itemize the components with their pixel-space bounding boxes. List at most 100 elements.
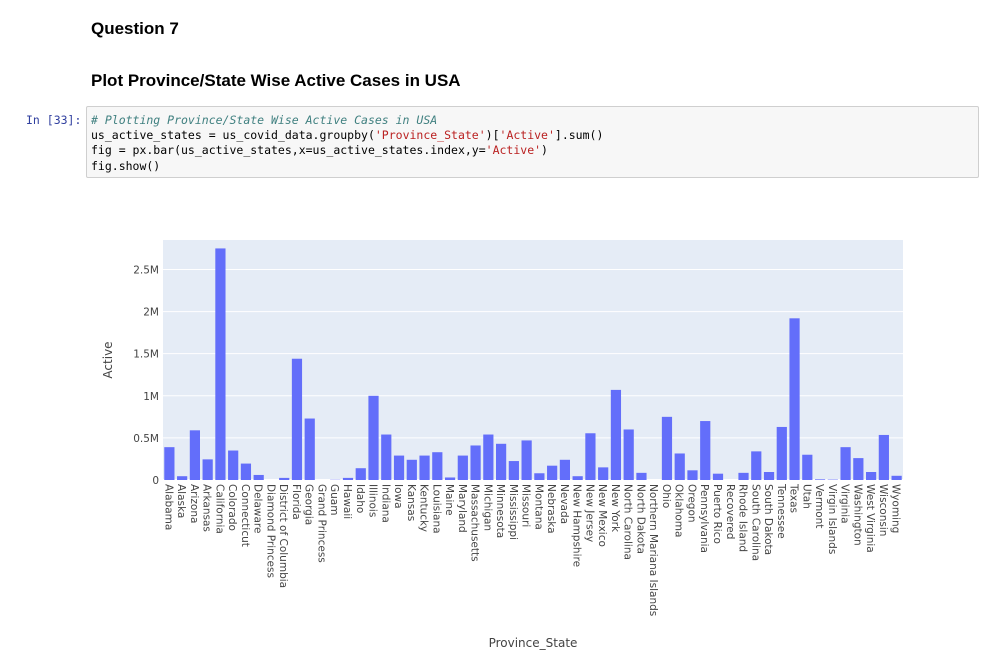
x-tick-label: Indiana — [379, 484, 391, 523]
bar[interactable] — [585, 433, 596, 480]
section-heading: Plot Province/State Wise Active Cases in… — [91, 71, 461, 90]
bar[interactable] — [700, 421, 711, 480]
x-tick-label: Kentucky — [418, 484, 430, 532]
bar[interactable] — [610, 389, 622, 480]
bar[interactable] — [789, 318, 800, 480]
x-tick-label: California — [213, 484, 225, 534]
y-tick-label: 1.5M — [133, 349, 159, 361]
bar[interactable] — [164, 447, 175, 480]
bar[interactable] — [840, 447, 851, 480]
bar[interactable] — [674, 453, 685, 480]
x-tick-label: Georgia — [303, 484, 315, 525]
x-tick-label: South Carolina — [749, 484, 761, 561]
bar[interactable] — [508, 461, 519, 480]
x-tick-label: Missouri — [520, 484, 532, 527]
x-tick-label: Colorado — [226, 484, 238, 531]
x-tick-labels: Alabama Alaska Arizona Arkansas California Co… — [162, 483, 901, 616]
bar[interactable] — [228, 450, 239, 480]
code-line: us_active_states = us_covid_data.groupby… — [91, 128, 604, 143]
x-tick-label: Ohio — [660, 484, 672, 508]
bar[interactable] — [279, 477, 290, 480]
x-tick-label: Kansas — [405, 484, 417, 521]
code-cell[interactable]: # Plotting Province/State Wise Active Ca… — [86, 106, 979, 178]
bar[interactable] — [355, 468, 366, 480]
bar[interactable] — [738, 472, 749, 480]
x-tick-label: Wisconsin — [877, 484, 889, 536]
x-tick-label: Mississippi — [507, 484, 519, 540]
bar[interactable] — [202, 459, 213, 480]
bar[interactable] — [393, 455, 405, 480]
bar[interactable] — [432, 452, 443, 480]
x-tick-label: Tennessee — [775, 483, 787, 539]
bar[interactable] — [534, 473, 545, 480]
bar[interactable] — [661, 416, 673, 480]
x-tick-label: Vermont — [813, 484, 825, 528]
bar[interactable] — [240, 463, 252, 480]
x-tick-label: Utah — [800, 484, 812, 509]
x-tick-label: Rhode Island — [737, 484, 749, 552]
y-tick-label: 0.5M — [133, 433, 159, 445]
x-tick-label: Diamond Princess — [264, 484, 276, 578]
x-tick-label: Montana — [532, 484, 544, 530]
bar[interactable] — [853, 458, 864, 480]
bar[interactable] — [381, 434, 392, 480]
bar[interactable] — [304, 418, 315, 480]
bar[interactable] — [878, 434, 889, 480]
bar[interactable] — [598, 467, 609, 480]
y-tick-label: 2.5M — [133, 264, 159, 276]
bar[interactable] — [866, 472, 877, 480]
bar[interactable] — [712, 473, 724, 480]
x-tick-label: North Carolina — [622, 484, 634, 560]
bar[interactable] — [521, 440, 532, 480]
x-tick-label: Northern Mariana Islands — [647, 484, 659, 616]
x-tick-label: Wyoming — [890, 484, 902, 533]
bar[interactable] — [215, 248, 226, 480]
bar[interactable] — [814, 479, 826, 480]
code-line: fig.show() — [91, 158, 161, 173]
bar[interactable] — [687, 470, 698, 480]
bar[interactable] — [457, 455, 468, 480]
x-tick-label: Illinois — [367, 484, 379, 517]
bar[interactable] — [419, 455, 430, 480]
x-tick-label: Idaho — [354, 484, 366, 513]
x-tick-label: Virginia — [839, 484, 851, 524]
bar[interactable] — [483, 434, 494, 480]
x-axis-title: Province_State — [489, 636, 578, 650]
bar[interactable] — [891, 475, 902, 480]
bar[interactable] — [496, 443, 507, 480]
bar[interactable] — [470, 445, 481, 480]
code-line: fig = px.bar(us_active_states,x=us_activ… — [91, 143, 548, 158]
bar[interactable] — [253, 474, 264, 480]
x-tick-label: Washington — [851, 484, 863, 546]
x-tick-label: Hawaii — [341, 484, 353, 519]
x-tick-label: Maryland — [456, 484, 468, 533]
bar[interactable] — [177, 476, 188, 480]
bar[interactable] — [342, 477, 354, 480]
x-tick-label: Puerto Rico — [711, 484, 723, 544]
x-tick-label: Arkansas — [201, 484, 213, 532]
y-tick-label: 1M — [143, 391, 159, 403]
x-tick-label: Recovered — [724, 484, 736, 539]
y-tick-labels: 0 0.5M 1M 1.5M 2M 2.5M — [133, 264, 159, 487]
y-axis-title: Active — [101, 341, 115, 378]
bar[interactable] — [802, 454, 813, 480]
bar[interactable] — [623, 429, 634, 480]
bar[interactable] — [572, 476, 583, 480]
x-tick-label: Virgin Islands — [826, 484, 838, 554]
x-tick-label: Connecticut — [239, 484, 251, 547]
bar[interactable] — [444, 477, 456, 480]
bar[interactable] — [291, 358, 303, 480]
bar[interactable] — [559, 459, 570, 480]
bar[interactable] — [751, 451, 762, 480]
bar[interactable] — [763, 472, 775, 480]
x-tick-label: Massachusetts — [469, 484, 481, 562]
code-line: # Plotting Province/State Wise Active Ca… — [91, 113, 438, 127]
bar[interactable] — [406, 459, 417, 480]
bar[interactable] — [547, 465, 558, 480]
x-tick-label: Minnesota — [494, 484, 506, 538]
bar[interactable] — [776, 426, 787, 480]
bar[interactable] — [636, 472, 647, 480]
x-tick-label: District of Columbia — [277, 484, 289, 588]
bar[interactable] — [189, 430, 200, 480]
bar[interactable] — [368, 395, 379, 480]
